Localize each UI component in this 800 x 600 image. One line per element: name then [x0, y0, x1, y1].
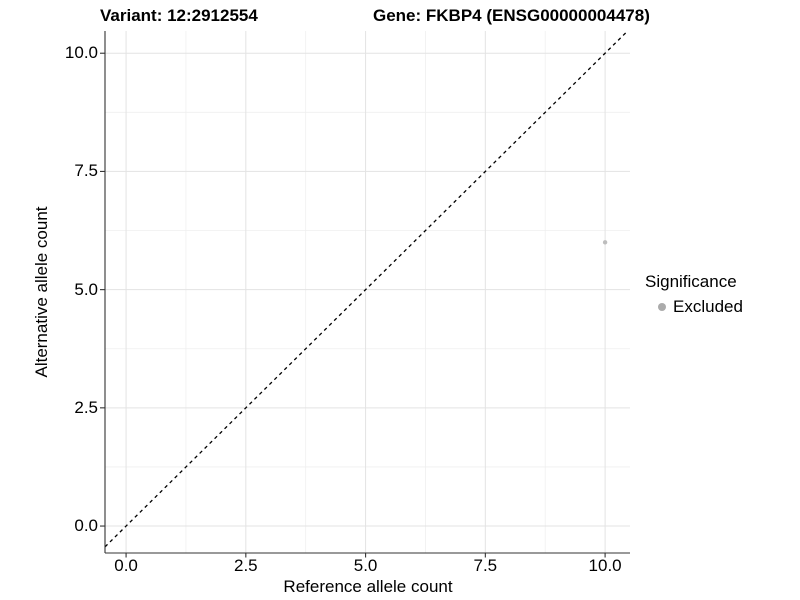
identity-reference-line — [104, 31, 629, 548]
grid-major — [105, 31, 630, 553]
x-tick-label: 7.5 — [473, 556, 498, 575]
y-tick-label: 2.5 — [74, 397, 98, 417]
x-tick-label: 2.5 — [234, 556, 258, 575]
axis-tick-marks — [100, 52, 606, 558]
plot-title-gene: Gene: FKBP4 (ENSG00000004478) — [373, 6, 650, 25]
x-tick-label: 10.0 — [588, 556, 622, 575]
y-tick-label: 10.0 — [64, 43, 98, 63]
legend-title: Significance — [645, 272, 737, 291]
y-tick-label: 5.0 — [74, 279, 98, 299]
x-axis-title: Reference allele count — [283, 577, 453, 596]
x-tick-label: 5.0 — [353, 556, 378, 575]
legend-item-label: Excluded — [673, 297, 743, 316]
plot-panel — [100, 31, 630, 558]
y-tick-label: 0.0 — [74, 516, 98, 536]
legend-item-excluded: Excluded — [645, 297, 743, 317]
y-tick-label: 7.5 — [74, 161, 98, 181]
plot-title-variant: Variant: 12:2912554 — [100, 6, 258, 25]
legend-key-point-icon — [658, 303, 666, 311]
data-point — [602, 240, 608, 245]
x-tick-label: 0.0 — [114, 556, 138, 575]
data-points — [602, 240, 608, 245]
grid-minor — [105, 31, 630, 553]
y-axis-title: Alternative allele count — [32, 206, 51, 378]
legend: Significance Excluded — [645, 272, 743, 317]
